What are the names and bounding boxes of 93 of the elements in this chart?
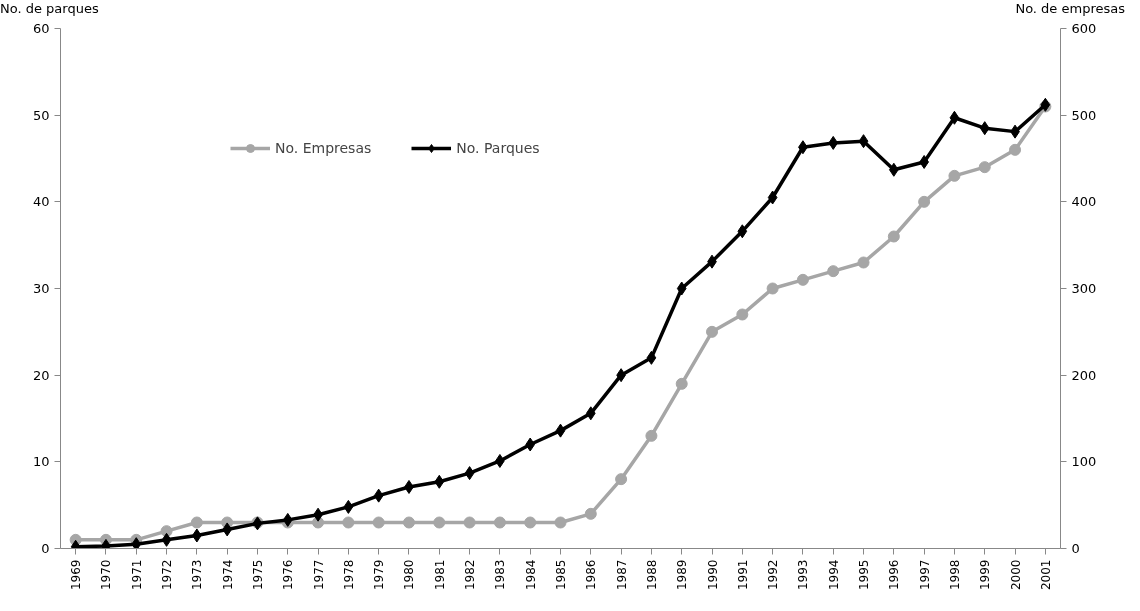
point (615, 473, 628, 486)
point (827, 265, 840, 278)
point (402, 516, 415, 529)
y-tick-label: 10 (32, 454, 50, 470)
x-tick-label: 1982 (463, 559, 478, 591)
y2-tick-label: 0 (1071, 541, 1080, 556)
point (645, 429, 658, 442)
point (282, 512, 293, 527)
point (1009, 143, 1022, 156)
point (948, 169, 961, 182)
x-tick-label: 1995 (857, 559, 872, 591)
y-axis-title: No. de parques (0, 0, 99, 18)
point (767, 190, 778, 205)
x-tick-label: 1970 (99, 559, 114, 591)
y2-tick-label: 100 (1071, 454, 1097, 470)
point (493, 516, 506, 529)
point (342, 516, 355, 529)
x-tick-label: 1998 (947, 559, 962, 591)
x-tick-label: 1986 (584, 559, 599, 591)
x-tick-label: 2001 (1038, 559, 1053, 591)
point (555, 423, 566, 438)
y2-tick-label: 400 (1071, 194, 1097, 210)
x-tick-label: 1997 (917, 559, 932, 591)
point (161, 532, 172, 547)
point (918, 195, 931, 208)
y-tick-label: 50 (32, 107, 50, 123)
point (887, 230, 900, 243)
point (372, 516, 385, 529)
x-tick-label: 1973 (190, 559, 205, 591)
y2-tick-label: 600 (1071, 21, 1097, 36)
x-tick-label: 1975 (250, 559, 265, 591)
point (979, 121, 990, 136)
y2-axis-title: No. de empresas (1015, 0, 1125, 18)
x-tick-label: 1991 (735, 559, 750, 591)
point (343, 499, 354, 514)
point (737, 224, 748, 239)
point (858, 134, 869, 149)
x-tick-label: 1983 (493, 559, 508, 591)
point (434, 474, 445, 489)
x-tick-label: 1992 (766, 559, 781, 591)
point (736, 308, 749, 321)
point (525, 437, 536, 452)
point (585, 406, 596, 421)
point (584, 507, 597, 520)
x-tick-label: 1999 (978, 559, 993, 591)
x-tick-label: 1990 (705, 559, 720, 591)
x-tick-label: 1974 (220, 559, 235, 591)
point (190, 516, 203, 529)
point (373, 488, 384, 503)
x-tick-label: 1972 (160, 559, 175, 591)
x-tick-label: 1977 (311, 559, 326, 591)
y2-tick-label: 300 (1071, 281, 1097, 296)
point (978, 161, 991, 174)
point (433, 516, 446, 529)
legend-label: No. Empresas (275, 140, 372, 156)
point (554, 516, 567, 529)
x-tick-label: 1989 (675, 559, 690, 591)
x-tick-label: 1971 (129, 559, 144, 591)
point (646, 350, 657, 365)
x-tick-label: 1978 (341, 559, 356, 591)
y-tick-label: 0 (41, 541, 50, 556)
point (524, 516, 537, 529)
x-tick-label: 1988 (644, 559, 659, 591)
y-tick-label: 40 (32, 194, 50, 210)
point (857, 256, 870, 269)
point (675, 377, 688, 390)
point (766, 282, 779, 295)
legend-label: No. Parques (456, 140, 540, 156)
point (949, 110, 960, 125)
y2-tick-label: 500 (1071, 107, 1097, 123)
y2-tick-label: 200 (1071, 367, 1097, 383)
point (131, 537, 142, 549)
point (828, 135, 839, 150)
x-tick-label: 1984 (523, 559, 538, 591)
x-tick-label: 1996 (887, 559, 902, 591)
x-tick-label: 1980 (402, 559, 417, 591)
point (676, 281, 687, 296)
y-tick-label: 30 (32, 281, 50, 296)
x-tick-label: 1994 (826, 559, 841, 591)
point (796, 273, 809, 286)
x-tick-label: 1993 (796, 559, 811, 591)
x-tick-label: 1969 (69, 559, 84, 591)
point (464, 466, 475, 481)
x-tick-label: 1981 (432, 559, 447, 591)
x-tick-label: 2000 (1008, 559, 1023, 591)
x-tick-label: 1979 (372, 559, 387, 591)
point (706, 325, 719, 338)
x-tick-label: 1976 (281, 559, 296, 591)
x-tick-label: 1985 (554, 559, 568, 591)
y-tick-label: 60 (32, 21, 50, 36)
x-tick-label: 1987 (614, 559, 629, 591)
y-tick-label: 20 (32, 367, 50, 383)
point (463, 516, 476, 529)
